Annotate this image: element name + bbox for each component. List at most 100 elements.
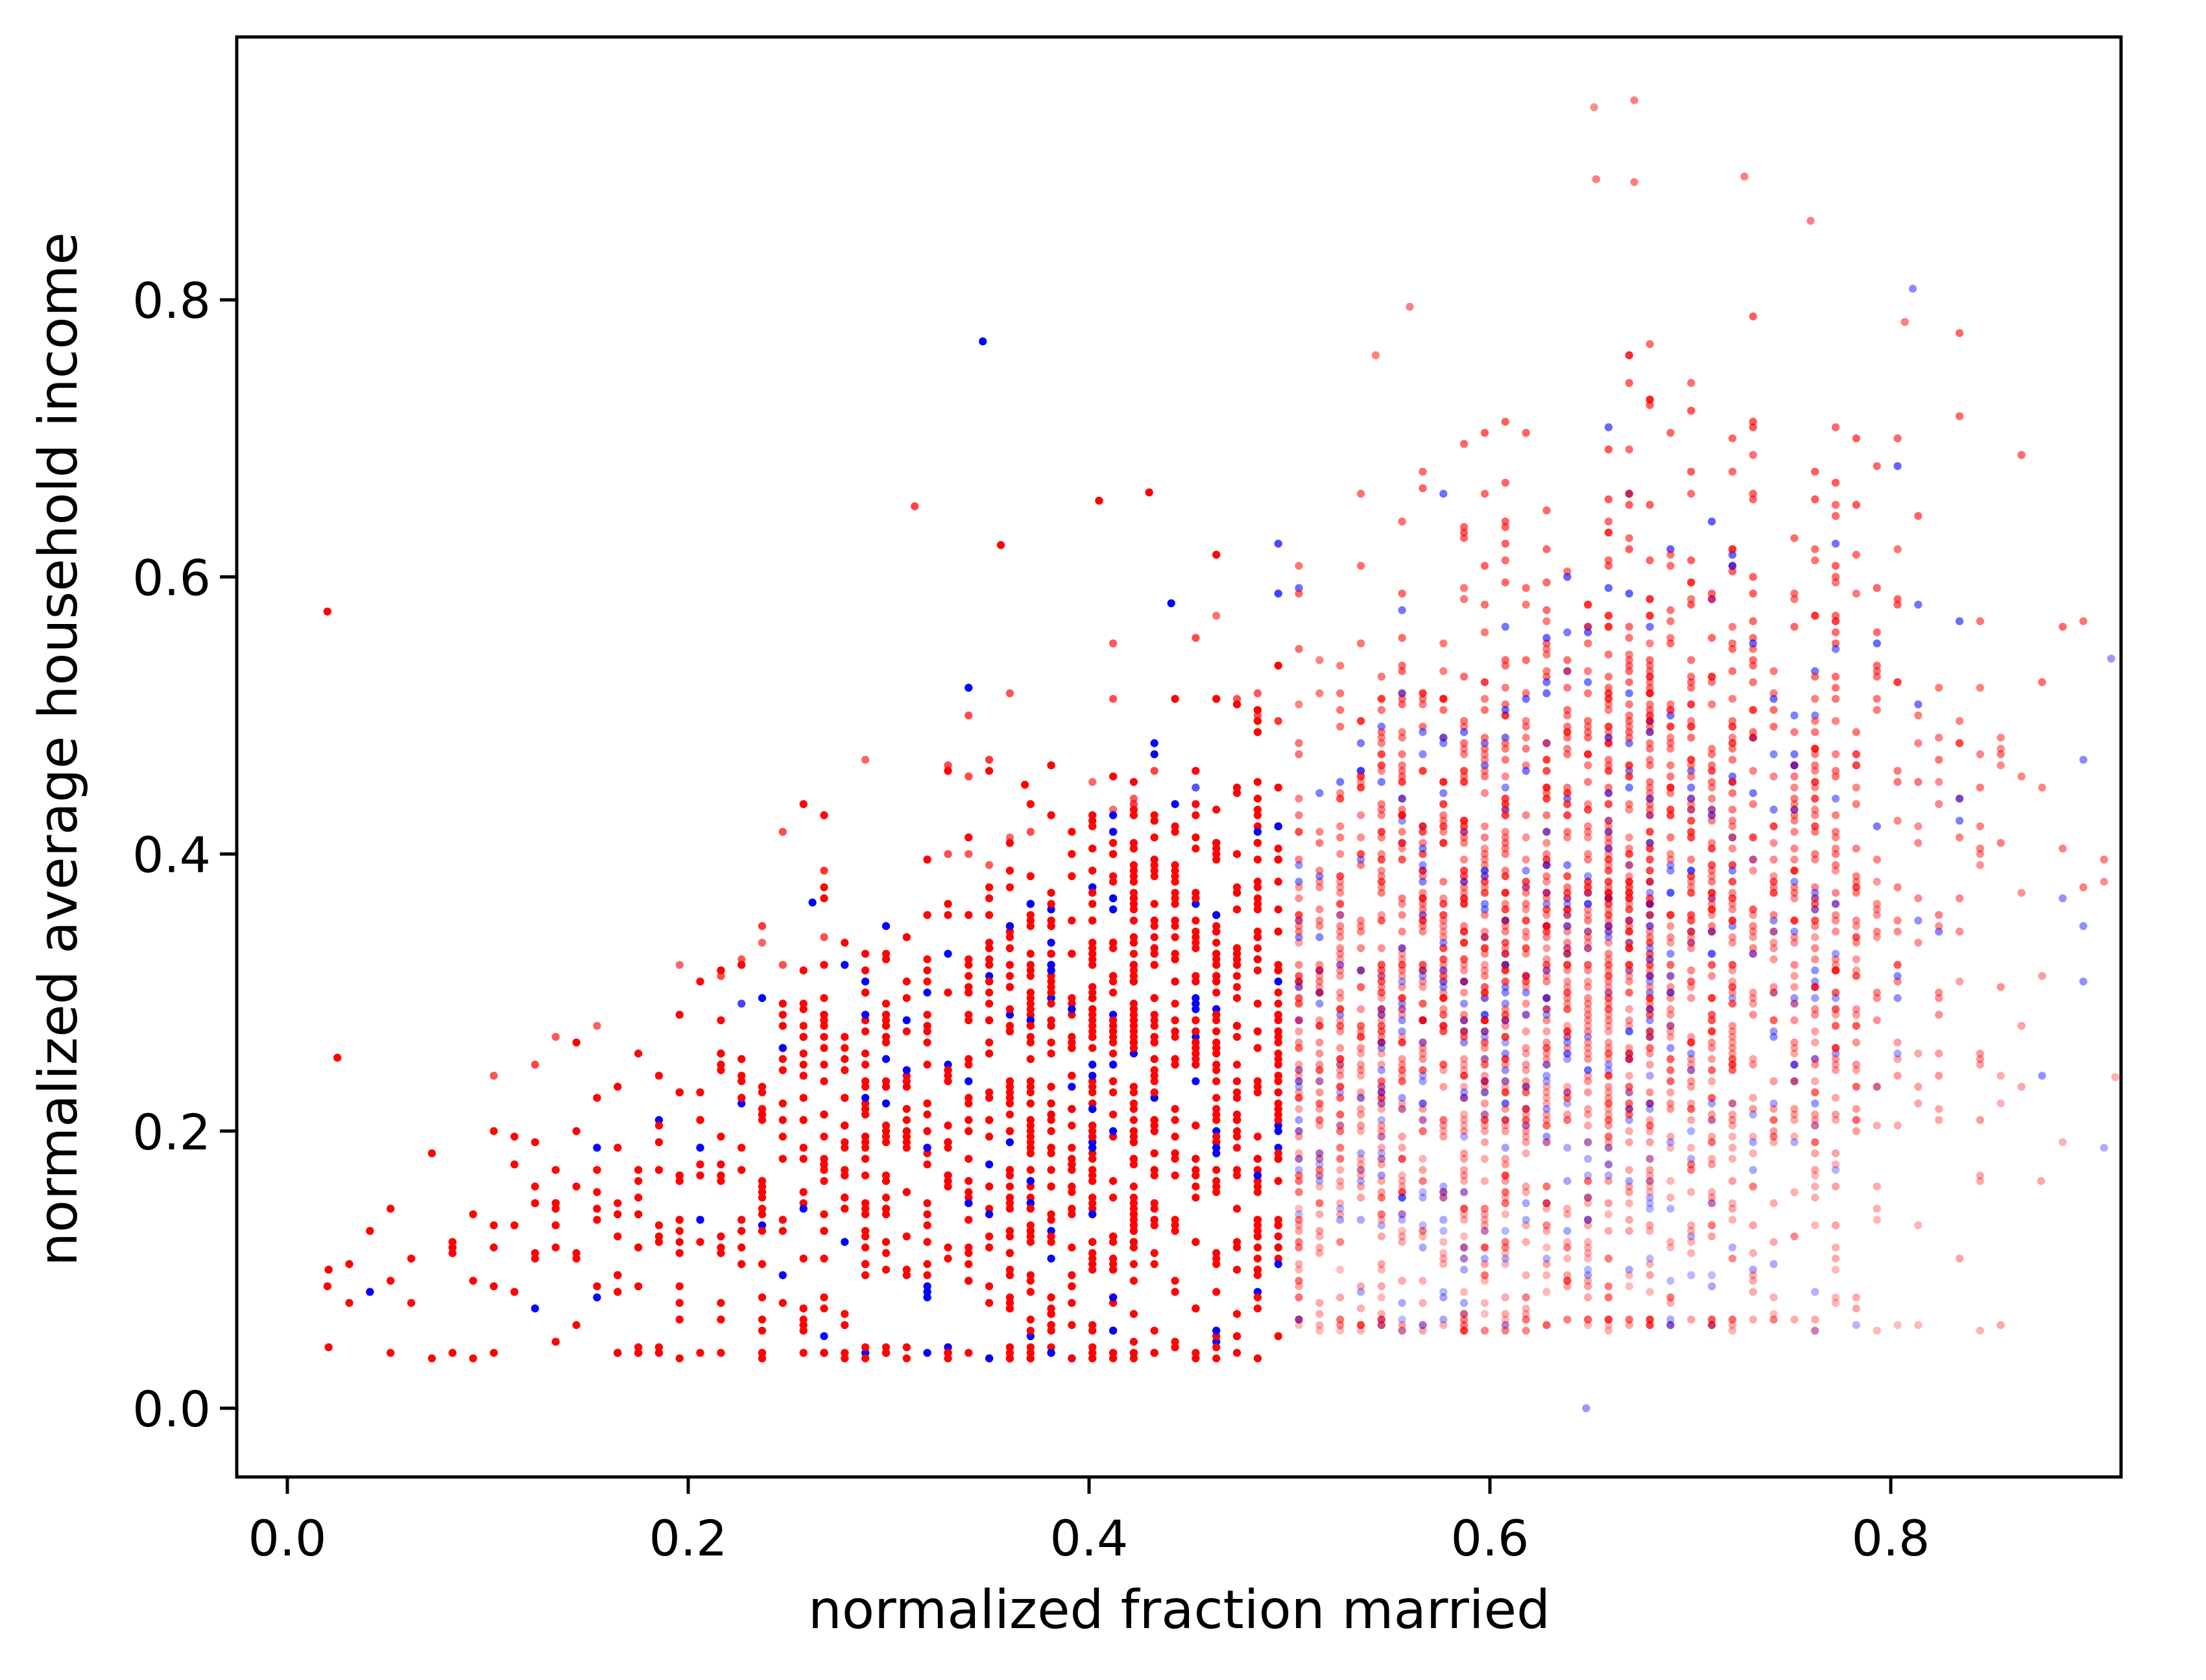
data-point <box>1336 911 1345 919</box>
data-point <box>1192 889 1200 897</box>
data-point <box>1026 1271 1035 1280</box>
data-point <box>1707 795 1716 803</box>
data-point <box>841 1310 849 1318</box>
data-point <box>324 1266 333 1274</box>
data-point <box>1604 1315 1613 1324</box>
data-point <box>944 911 952 919</box>
data-point <box>1666 1243 1675 1252</box>
data-point <box>1604 623 1613 631</box>
data-point <box>1811 905 1819 914</box>
data-point <box>1769 1116 1778 1124</box>
data-point <box>1790 817 1799 825</box>
data-point <box>1439 1188 1448 1196</box>
data-point <box>1955 329 1964 337</box>
data-point <box>881 1177 891 1185</box>
data-point <box>593 1205 601 1213</box>
data-point <box>1068 1321 1076 1329</box>
data-point <box>1542 994 1551 1002</box>
data-point <box>1542 933 1551 941</box>
data-point <box>1377 767 1385 775</box>
data-point <box>1419 961 1427 969</box>
data-point <box>1212 928 1221 936</box>
data-point <box>1356 1050 1365 1058</box>
data-point <box>1109 1232 1118 1241</box>
data-point <box>820 933 828 941</box>
data-point <box>324 1343 333 1352</box>
data-point <box>1336 1293 1345 1302</box>
data-point <box>1542 944 1551 952</box>
data-point <box>1459 878 1469 886</box>
data-point <box>1976 617 1984 625</box>
data-point <box>1563 711 1572 720</box>
data-point <box>1646 1138 1654 1147</box>
data-point <box>1232 905 1241 914</box>
data-point <box>1666 761 1675 770</box>
data-point <box>1996 1099 2005 1108</box>
data-point <box>1646 900 1654 908</box>
data-point <box>1542 961 1551 969</box>
data-point <box>1522 1182 1530 1191</box>
data-point <box>1852 1293 1860 1302</box>
data-point <box>1769 1116 1778 1124</box>
data-point <box>1356 1005 1365 1013</box>
data-point <box>1439 822 1448 831</box>
data-point <box>1480 1083 1489 1091</box>
data-point <box>1377 961 1385 969</box>
data-point <box>1459 767 1469 775</box>
data-point <box>1563 1005 1572 1013</box>
data-point <box>1542 994 1551 1002</box>
data-point <box>1109 1299 1118 1307</box>
data-point <box>1459 767 1469 775</box>
data-point <box>1583 1277 1592 1285</box>
data-point <box>1419 767 1427 775</box>
data-point <box>1707 1044 1716 1052</box>
data-point <box>1459 1149 1469 1158</box>
data-point <box>820 1016 828 1025</box>
data-point <box>1749 1315 1757 1324</box>
data-point <box>1728 1321 1737 1329</box>
data-point <box>1109 811 1118 819</box>
data-point <box>1501 828 1509 836</box>
data-point <box>1088 1133 1097 1141</box>
data-point <box>1790 806 1799 814</box>
data-point <box>1232 1166 1241 1174</box>
data-point <box>1047 1349 1055 1357</box>
data-point <box>1212 911 1221 919</box>
data-point <box>1274 1050 1282 1058</box>
data-point <box>717 1171 725 1180</box>
data-point <box>1563 800 1572 808</box>
data-point <box>1315 1155 1324 1163</box>
data-point <box>1068 1044 1076 1052</box>
data-point <box>1356 1105 1365 1113</box>
data-point <box>1295 972 1303 980</box>
data-point <box>1150 1038 1158 1047</box>
data-point <box>944 850 952 858</box>
data-point <box>2038 972 2046 980</box>
data-point <box>902 1354 911 1363</box>
data-point <box>1356 767 1365 775</box>
data-point <box>1687 867 1696 875</box>
data-point <box>1150 1094 1158 1102</box>
data-point <box>820 883 828 892</box>
data-point <box>1315 1299 1324 1307</box>
data-point <box>1047 1210 1055 1219</box>
data-point <box>1522 1011 1530 1019</box>
data-point <box>1336 1321 1345 1329</box>
data-point <box>881 1077 891 1086</box>
data-point <box>1811 1027 1819 1036</box>
data-point <box>1522 1011 1530 1019</box>
data-point <box>1315 961 1324 969</box>
data-point <box>1005 883 1014 892</box>
data-point <box>1583 900 1592 908</box>
data-point <box>1109 1194 1118 1202</box>
data-point <box>2079 977 2088 986</box>
data-point <box>1192 1027 1200 1036</box>
data-point <box>1459 1033 1469 1041</box>
data-point <box>1212 1354 1221 1363</box>
data-point <box>737 961 746 969</box>
data-point <box>1088 817 1097 825</box>
data-point <box>1811 828 1819 836</box>
data-point <box>1893 1072 1902 1080</box>
data-point <box>1625 905 1633 914</box>
data-point <box>1728 817 1737 825</box>
